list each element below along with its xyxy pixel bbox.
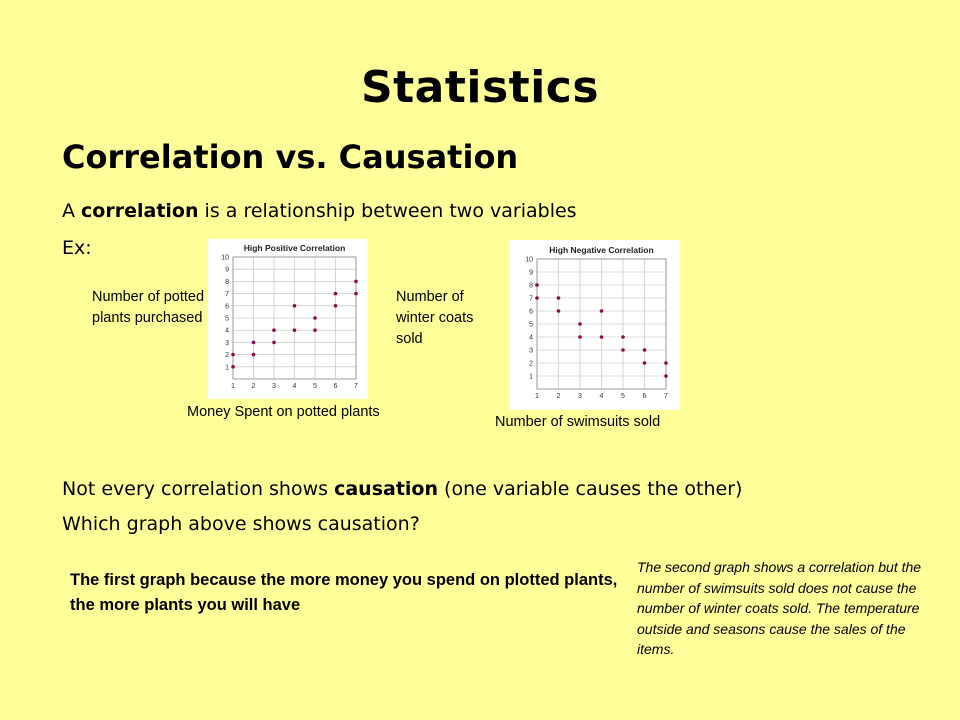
c1-xtick-label: 6 (334, 383, 338, 390)
c2-point (643, 348, 647, 352)
c1-point (231, 365, 235, 369)
c1-ytick-label: 8 (225, 279, 229, 286)
chart2-x-label: Number of swimsuits sold (495, 412, 660, 433)
c2-ytick-label: 8 (529, 283, 533, 290)
c2-ytick-label: 7 (529, 296, 533, 303)
chart1-x-label: Money Spent on potted plants (187, 402, 380, 423)
c2-point (664, 361, 668, 365)
c1-ytick-label: 4 (225, 328, 229, 335)
c1-point (231, 353, 235, 357)
chart1-y-label: Number of potted plants purchased (92, 287, 212, 329)
c2-point (664, 374, 668, 378)
c1-ytick-label: 7 (225, 291, 229, 298)
c2-xtick-label: 1 (535, 393, 539, 400)
c1-ytick-label: 1 (225, 364, 229, 371)
c2-xtick-label: 4 (600, 393, 604, 400)
c2-point (578, 335, 582, 339)
c2-point (643, 361, 647, 365)
c2-point (600, 309, 604, 313)
c1-ytick-label: 3 (225, 340, 229, 347)
c2-ytick-label: 6 (529, 309, 533, 316)
c1-xtick-label: 1 (231, 383, 235, 390)
c2-point (578, 322, 582, 326)
c2-point (600, 335, 604, 339)
c1-xtick-label: 3 (272, 383, 276, 390)
c2-xtick-label: 7 (664, 393, 668, 400)
c2-point (535, 283, 539, 287)
c1-point (293, 328, 297, 332)
c2-ytick-label: 9 (529, 270, 533, 277)
definition-text-pre: A (62, 200, 81, 222)
c2-xtick-label: 3 (578, 393, 582, 400)
c1-ytick-label: 5 (225, 316, 229, 323)
c2-ytick-label: 4 (529, 335, 533, 342)
c1-xtick-label: 5 (313, 383, 317, 390)
definition-text-post: is a relationship between two variables (199, 200, 577, 222)
answer-first-graph: The first graph because the more money y… (70, 568, 630, 618)
c1-point (272, 328, 276, 332)
c1-point (334, 292, 338, 296)
chart2-y-label: Number of winter coats sold (396, 287, 496, 350)
causation-line: Not every correlation shows causation (o… (62, 478, 742, 500)
c1-xtick-label: 4 (293, 383, 297, 390)
c1-point (334, 304, 338, 308)
definition-bold-term: correlation (81, 200, 198, 222)
c1-point (272, 341, 276, 345)
c2-xtick-label: 6 (643, 393, 647, 400)
positive-correlation-chart: High Positive Correlation 1 2 3 4 5 6 7 8 9 10 1 2 3 4… (208, 239, 368, 399)
c2-ytick-label: 2 (529, 361, 533, 368)
causation-text-pre: Not every correlation shows (62, 478, 334, 500)
c2-title: High Negative Correlation (549, 245, 653, 255)
c2-xtick-label: 5 (621, 393, 625, 400)
slide-title: Statistics (0, 62, 960, 113)
negative-correlation-chart: High Negative Correlation 1 2 3 4 5 6 7 8 9 10 1 2 3 4… (510, 240, 680, 410)
example-label: Ex: (62, 237, 92, 259)
c1-point (293, 304, 297, 308)
question-line: Which graph above shows causation? (62, 513, 420, 535)
c1-ytick-label: 10 (221, 255, 229, 262)
causation-bold-term: causation (334, 478, 438, 500)
positive-correlation-svg: High Positive Correlation 1 2 3 4 5 6 7 8 9 10 1 2 3 4… (208, 239, 368, 399)
slide-subtitle: Correlation vs. Causation (62, 138, 518, 176)
c2-ytick-label: 5 (529, 322, 533, 329)
c2-point (557, 296, 561, 300)
answer-second-graph: The second graph shows a correlation but… (637, 557, 937, 660)
c2-point (621, 335, 625, 339)
c2-ytick-label: 1 (529, 374, 533, 381)
c1-point (354, 292, 358, 296)
c1-point (252, 353, 256, 357)
c2-point (557, 309, 561, 313)
c1-ytick-label: 9 (225, 267, 229, 274)
c1-ytick-label: 6 (225, 303, 229, 310)
c1-point (313, 316, 317, 320)
c1-point (252, 341, 256, 345)
c1-point (313, 328, 317, 332)
c2-ytick-label: 10 (525, 257, 533, 264)
c1-xtick-label: 7 (354, 383, 358, 390)
c2-point (621, 348, 625, 352)
causation-text-post: (one variable causes the other) (438, 478, 742, 500)
c1-point (354, 280, 358, 284)
negative-correlation-svg: High Negative Correlation 1 2 3 4 5 6 7 8 9 10 1 2 3 4… (510, 240, 680, 410)
definition-line: A correlation is a relationship between … (62, 200, 577, 222)
c2-point (535, 296, 539, 300)
c1-ytick-label: 2 (225, 352, 229, 359)
c1-xtick-label: 2 (252, 383, 256, 390)
c2-ytick-label: 3 (529, 348, 533, 355)
c2-xtick-label: 2 (557, 393, 561, 400)
c1-title: High Positive Correlation (244, 243, 346, 253)
